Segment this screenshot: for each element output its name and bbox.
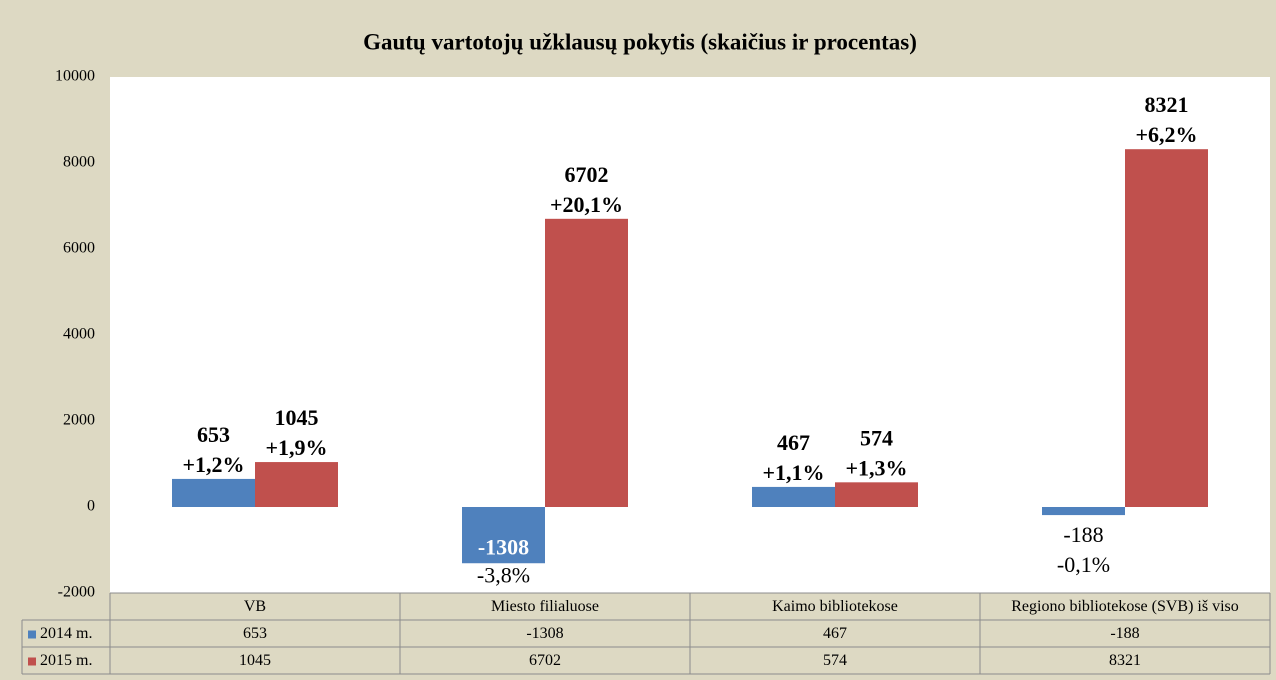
percent-label: +1,3% xyxy=(845,455,907,480)
table-value: 467 xyxy=(823,625,847,642)
y-tick-label: 0 xyxy=(87,498,95,515)
x-tick-label: Miesto filialuose xyxy=(491,598,599,615)
data-label: -188 xyxy=(1063,522,1103,547)
percent-label: -0,1% xyxy=(1057,552,1110,577)
legend-label: 2015 m. xyxy=(40,652,92,669)
bar xyxy=(462,507,545,564)
data-label: -1308 xyxy=(478,534,529,559)
bar xyxy=(172,478,255,507)
percent-label: +1,2% xyxy=(182,452,244,477)
table-value: -1308 xyxy=(526,625,563,642)
table-value: -188 xyxy=(1110,625,1139,642)
data-label: 1045 xyxy=(275,405,319,430)
bar xyxy=(255,462,338,507)
y-tick-label: 6000 xyxy=(63,240,95,257)
data-label: 467 xyxy=(777,430,810,455)
x-tick-label: Regiono bibliotekose (SVB) iš viso xyxy=(1011,598,1239,615)
y-tick-label: 4000 xyxy=(63,326,95,343)
table-value: 6702 xyxy=(529,652,561,669)
data-label: 6702 xyxy=(565,162,609,187)
table-value: 574 xyxy=(823,652,847,669)
chart-title: Gautų vartotojų užklausų pokytis (skaiči… xyxy=(363,29,917,54)
y-tick-label: -2000 xyxy=(58,584,95,601)
y-tick-label: 8000 xyxy=(63,154,95,171)
percent-label: +1,1% xyxy=(762,460,824,485)
table-value: 1045 xyxy=(239,652,271,669)
bar xyxy=(835,482,918,507)
bar xyxy=(1042,507,1125,516)
x-tick-label: Kaimo bibliotekose xyxy=(772,598,898,615)
legend-label: 2014 m. xyxy=(40,625,92,642)
percent-label: +1,9% xyxy=(265,435,327,460)
bar xyxy=(1125,149,1208,507)
x-tick-label: VB xyxy=(244,598,266,615)
data-label: 653 xyxy=(197,422,230,447)
percent-label: -3,8% xyxy=(477,562,530,587)
y-tick-label: 10000 xyxy=(55,68,95,85)
percent-label: +20,1% xyxy=(550,192,623,217)
table-value: 8321 xyxy=(1109,652,1141,669)
y-tick-label: 2000 xyxy=(63,412,95,429)
legend-swatch xyxy=(28,630,36,639)
data-label: 8321 xyxy=(1145,92,1189,117)
bar xyxy=(545,218,628,507)
data-label: 574 xyxy=(860,425,893,450)
table-value: 653 xyxy=(243,625,267,642)
plot-area xyxy=(110,77,1270,593)
legend-swatch xyxy=(28,657,36,666)
percent-label: +6,2% xyxy=(1135,122,1197,147)
bar xyxy=(752,486,835,507)
